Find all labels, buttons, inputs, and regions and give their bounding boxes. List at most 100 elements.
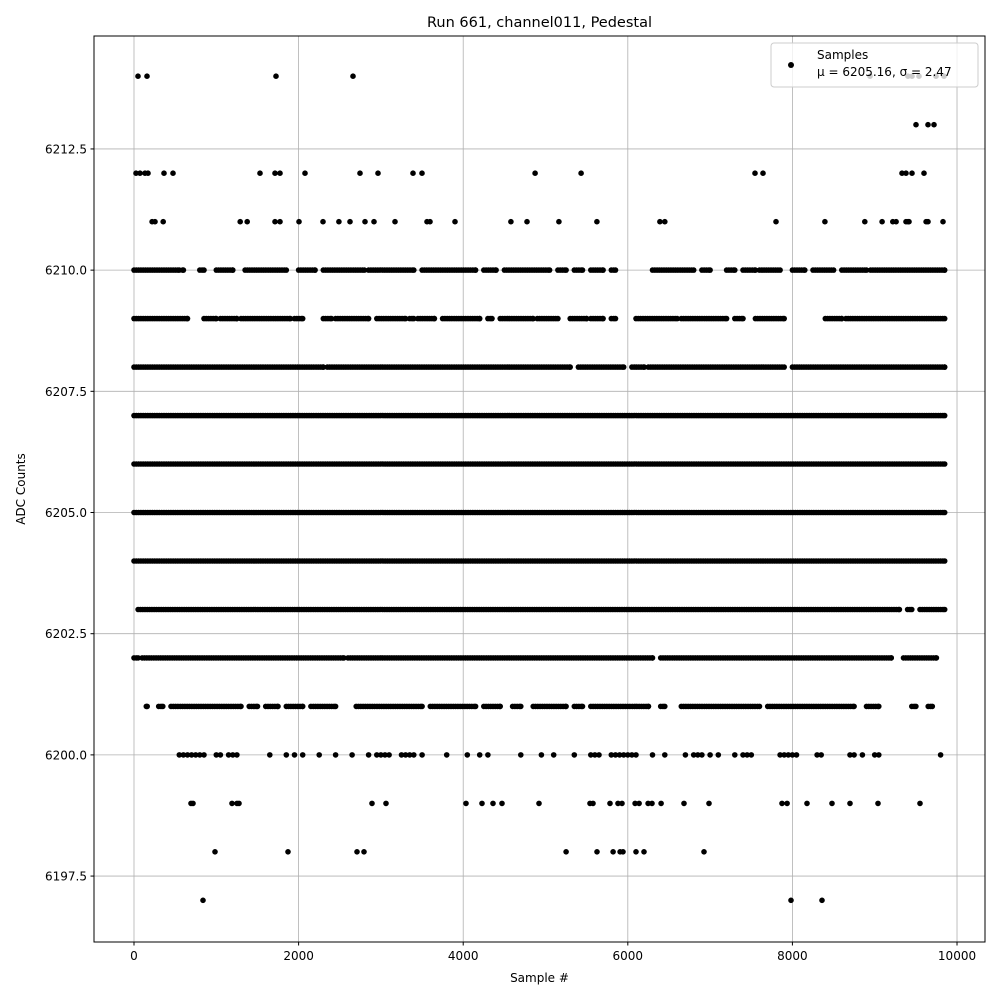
- data-point: [556, 218, 562, 225]
- data-point: [612, 267, 619, 273]
- data-point: [913, 121, 919, 128]
- data-point: [419, 703, 425, 710]
- data-point: [612, 752, 619, 758]
- data-point: [879, 218, 885, 225]
- data-point: [361, 849, 367, 855]
- data-point: [472, 703, 479, 710]
- data-point: [489, 315, 495, 322]
- data-point: [277, 170, 283, 176]
- data-point: [567, 364, 573, 370]
- data-point: [594, 218, 600, 225]
- data-point: [888, 655, 894, 661]
- data-point: [555, 315, 561, 322]
- data-point: [197, 752, 203, 758]
- y-tick-label: 6207.5: [45, 385, 87, 399]
- data-point: [590, 800, 596, 807]
- data-point: [410, 170, 416, 176]
- data-point: [793, 752, 800, 758]
- x-axis-label: Sample #: [510, 971, 569, 985]
- data-point: [518, 703, 524, 710]
- data-point: [899, 170, 905, 176]
- data-point: [610, 849, 616, 855]
- data-point: [612, 315, 619, 322]
- data-point: [213, 315, 220, 322]
- data-point: [212, 849, 218, 855]
- data-point: [375, 170, 381, 176]
- data-point: [752, 170, 758, 176]
- data-point: [137, 170, 143, 176]
- data-point: [237, 218, 243, 225]
- data-point: [144, 703, 150, 710]
- data-point: [752, 267, 759, 273]
- data-point: [272, 170, 278, 176]
- data-point: [929, 703, 936, 710]
- data-point: [275, 703, 281, 710]
- data-point: [615, 800, 621, 807]
- data-point: [201, 267, 207, 273]
- data-point: [633, 752, 639, 758]
- data-point: [740, 315, 746, 322]
- data-point: [925, 218, 931, 225]
- data-point: [347, 218, 353, 225]
- data-point: [161, 170, 167, 176]
- data-point: [190, 800, 196, 807]
- x-tick-label: 4000: [448, 949, 479, 963]
- data-point: [312, 267, 318, 273]
- data-point: [851, 703, 857, 710]
- data-point: [641, 364, 648, 370]
- data-point: [781, 364, 787, 370]
- data-point: [257, 170, 263, 176]
- data-point: [236, 800, 242, 807]
- data-point: [732, 267, 738, 273]
- data-point: [913, 703, 919, 710]
- data-point: [285, 849, 291, 855]
- data-point: [781, 752, 787, 758]
- data-point: [508, 218, 514, 225]
- data-point: [740, 752, 746, 758]
- data-point: [941, 461, 948, 467]
- data-point: [341, 655, 347, 661]
- data-point: [316, 752, 323, 758]
- data-point: [871, 752, 878, 758]
- data-point: [620, 364, 627, 370]
- data-point: [476, 752, 483, 758]
- data-point: [600, 315, 606, 322]
- data-point: [847, 752, 853, 758]
- data-point: [406, 752, 413, 758]
- data-point: [532, 170, 538, 176]
- data-point: [383, 800, 389, 807]
- data-point: [299, 752, 306, 758]
- data-point: [497, 703, 504, 710]
- data-point: [760, 170, 766, 176]
- data-point: [662, 218, 668, 225]
- plot-frame: [93, 35, 986, 943]
- data-point: [645, 800, 651, 807]
- data-point: [419, 170, 425, 176]
- data-point: [594, 849, 600, 855]
- data-point: [636, 800, 642, 807]
- data-point: [620, 849, 626, 855]
- data-point: [616, 752, 623, 758]
- data-point: [230, 267, 236, 273]
- data-point: [863, 267, 870, 273]
- data-point: [876, 703, 882, 710]
- data-point: [701, 849, 707, 855]
- data-point: [571, 752, 578, 758]
- data-point: [649, 800, 655, 807]
- data-point: [411, 752, 417, 758]
- data-point: [550, 752, 557, 758]
- data-point: [402, 315, 409, 322]
- data-point: [645, 703, 652, 710]
- data-point: [641, 849, 647, 855]
- data-point: [362, 218, 368, 225]
- data-point: [192, 752, 199, 758]
- data-point: [201, 752, 207, 758]
- x-tick-label: 8000: [777, 949, 808, 963]
- data-point: [213, 752, 220, 758]
- data-point: [620, 752, 627, 758]
- data-point: [633, 849, 639, 855]
- data-point: [789, 752, 796, 758]
- data-point: [909, 606, 915, 613]
- data-point: [784, 800, 790, 807]
